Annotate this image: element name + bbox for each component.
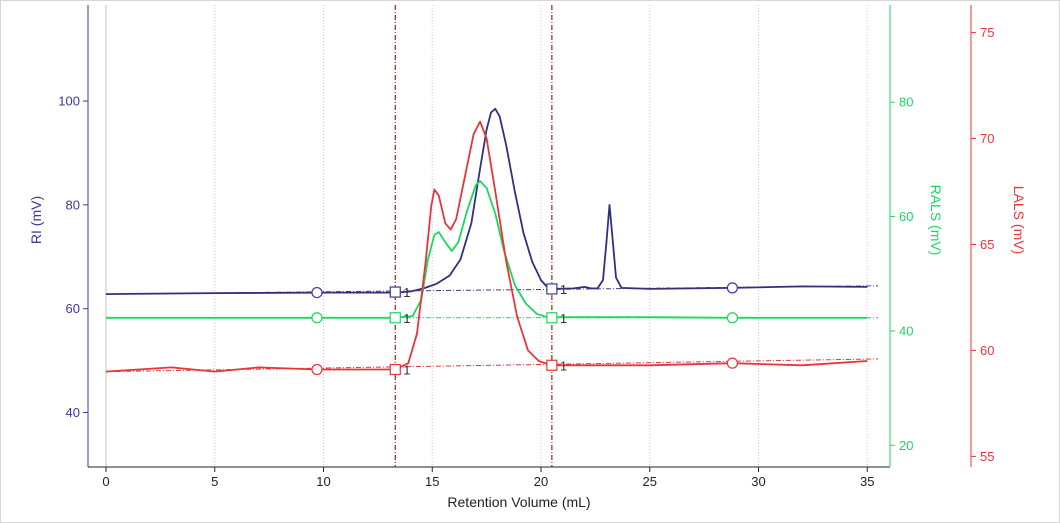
- lals-tick-label: 75: [980, 25, 994, 40]
- rals-tick-label: 20: [899, 438, 913, 453]
- lals-square-marker: [389, 363, 401, 376]
- rals-circle-marker: [311, 312, 323, 324]
- lals-circle-marker: [311, 363, 323, 376]
- x-axis-title: Retention Volume (mL): [447, 494, 590, 510]
- ri-axis-title: RI (mV): [28, 196, 44, 244]
- lals-circle-marker: [726, 357, 739, 369]
- rals-tick-label: 40: [899, 323, 913, 338]
- ri-square-marker: [389, 286, 401, 298]
- ri-tick-label: 40: [66, 405, 80, 420]
- rals-tick-label: 80: [899, 95, 913, 110]
- lals-trace: [105, 120, 868, 373]
- x-tick-label: 10: [316, 474, 330, 489]
- lals-tick-label: 55: [980, 449, 994, 464]
- ri-tick-label: 100: [58, 94, 80, 109]
- rals-axis-title: RALS (mV): [928, 185, 944, 256]
- lals-marker-label: 1: [560, 358, 567, 373]
- rals-square-marker: [389, 312, 401, 324]
- rals-square-marker: [546, 312, 558, 324]
- rals-marker-label: 1: [403, 311, 410, 326]
- x-tick-label: 5: [211, 474, 218, 489]
- ri-square-marker: [546, 283, 558, 295]
- lals-axis-title: LALS (mV): [1011, 186, 1027, 254]
- rals-tick-label: 60: [899, 209, 913, 224]
- x-tick-label: 0: [102, 474, 109, 489]
- lals-baseline: [105, 358, 879, 373]
- rals-trace: [106, 180, 868, 319]
- x-tick-label: 35: [860, 474, 874, 489]
- lals-marker-label: 1: [403, 363, 410, 378]
- lals-square-marker: [546, 359, 558, 371]
- rals-marker-label: 1: [560, 311, 567, 326]
- ri-marker-label: 1: [560, 282, 567, 297]
- lals-tick-label: 70: [980, 131, 994, 146]
- x-tick-label: 15: [425, 474, 439, 489]
- ri-tick-label: 80: [66, 197, 80, 212]
- ri-tick-label: 60: [66, 301, 80, 316]
- ri-trace: [105, 107, 868, 295]
- lals-tick-label: 65: [980, 237, 994, 252]
- rals-circle-marker: [726, 312, 739, 324]
- ri-circle-marker: [311, 286, 323, 299]
- ri-marker-label: 1: [403, 285, 410, 300]
- lals-tick-label: 60: [980, 343, 994, 358]
- ri-circle-marker: [726, 282, 739, 294]
- x-tick-label: 25: [643, 474, 657, 489]
- x-tick-label: 30: [751, 474, 765, 489]
- x-tick-label: 20: [534, 474, 548, 489]
